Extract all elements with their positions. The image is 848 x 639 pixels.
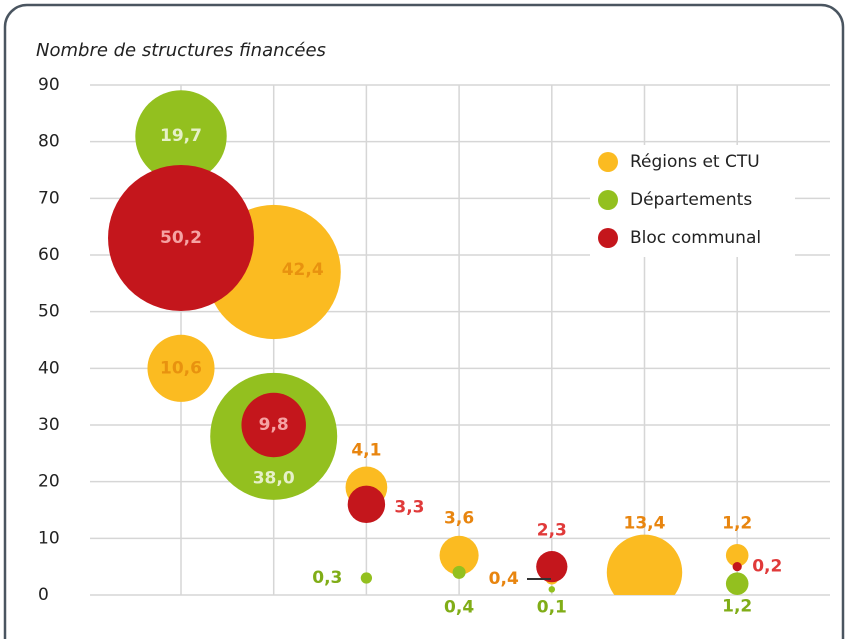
bubble (108, 165, 254, 311)
bubble (606, 534, 683, 595)
legend-marker (598, 190, 618, 210)
data-label: 0,3 (312, 568, 342, 588)
bubble (452, 565, 466, 579)
bubble (347, 485, 386, 524)
data-label: 0,1 (537, 597, 567, 617)
data-label: 19,7 (160, 126, 202, 146)
legend-marker (598, 152, 618, 172)
bubble (725, 572, 749, 595)
y-tick-label: 90 (38, 75, 60, 95)
legend-label: Départements (630, 190, 752, 210)
y-tick-label: 80 (38, 132, 60, 152)
legend-box (590, 145, 795, 257)
bubble (135, 90, 227, 182)
y-tick-label: 60 (38, 245, 60, 265)
bubble (147, 334, 215, 402)
bubble (360, 572, 373, 584)
bubble (439, 535, 479, 575)
y-tick-label: 0 (38, 585, 49, 605)
y-tick-label: 40 (38, 358, 60, 378)
data-label: 2,3 (537, 521, 567, 541)
data-label: 3,6 (444, 508, 474, 528)
y-tick-label: 20 (38, 472, 60, 492)
bubble (725, 544, 749, 567)
data-label: 0,4 (444, 597, 474, 617)
y-tick-label: 70 (38, 188, 60, 208)
legend-label: Bloc communal (630, 228, 761, 248)
legend-label: Régions et CTU (630, 152, 760, 172)
bubble (548, 586, 556, 593)
data-label: 38,0 (253, 468, 295, 488)
data-label: 3,3 (394, 497, 424, 517)
data-label: 50,2 (160, 228, 202, 248)
y-tick-label: 50 (38, 302, 60, 322)
y-axis-label: Nombre de structures financées (36, 40, 326, 61)
data-label: 10,6 (160, 358, 202, 378)
legend-marker (598, 228, 618, 248)
data-label: 1,2 (722, 513, 752, 533)
bubble (536, 551, 568, 583)
data-label: 0,4 (489, 569, 519, 589)
frame (3, 3, 845, 639)
data-label: 42,4 (282, 260, 324, 280)
y-tick-label: 10 (38, 528, 60, 548)
y-tick-label: 30 (38, 415, 60, 435)
data-label: 13,4 (624, 513, 666, 533)
bubble (241, 392, 306, 458)
data-label: 4,1 (351, 440, 381, 460)
data-label: 9,8 (259, 415, 289, 435)
bubble (732, 562, 742, 572)
data-label: 0,2 (752, 557, 782, 577)
data-label: 1,2 (722, 597, 752, 617)
